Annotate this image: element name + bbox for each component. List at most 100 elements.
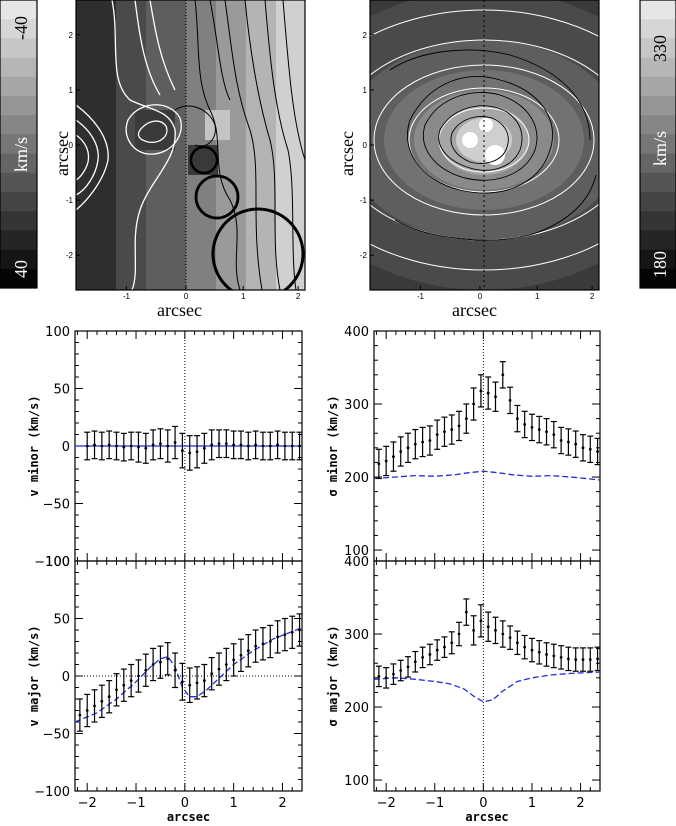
colorbar-step	[640, 192, 676, 212]
sigma-minor-ytick-label: 400	[344, 325, 369, 340]
sigma-minor-point	[565, 428, 572, 456]
data-marker	[479, 389, 483, 393]
colorbar-step	[0, 0, 37, 20]
data-marker	[428, 439, 432, 442]
data-marker	[100, 444, 104, 448]
data-marker	[399, 669, 403, 672]
v-minor-point	[289, 431, 296, 461]
data-marker	[508, 636, 512, 640]
data-marker	[254, 443, 258, 447]
v-major-xtick-label: 2	[278, 796, 286, 811]
data-marker	[413, 442, 417, 446]
sigma-major-ytick-label: 400	[344, 555, 369, 570]
v-major-point	[289, 615, 296, 650]
sigma-major-ytick-label: 200	[344, 701, 369, 716]
map-left-xtick-label: 2	[296, 292, 301, 301]
v-minor-point	[201, 432, 208, 464]
colorbar-step	[640, 268, 676, 289]
data-marker	[188, 451, 192, 455]
data-marker	[574, 442, 578, 446]
data-marker	[508, 398, 512, 402]
v-major-xtick-label: 0	[181, 796, 189, 811]
sigma-major-point	[499, 620, 506, 648]
v-major-point	[230, 643, 237, 677]
v-minor-ytick-label: 100	[45, 325, 70, 340]
v-major-point	[201, 663, 208, 698]
map-left-xtick-label: 0	[184, 292, 189, 301]
data-marker	[421, 655, 425, 659]
data-marker	[246, 444, 250, 448]
v-minor-point	[157, 428, 164, 460]
v-minor-point	[164, 429, 171, 463]
sigma-minor-point	[405, 432, 412, 464]
sigma-major-xtick-label: −2	[377, 796, 396, 811]
v-minor-ytick-label: −50	[43, 498, 70, 513]
data-marker	[486, 625, 490, 629]
sigma-major-point	[470, 615, 477, 646]
v-minor-point	[208, 429, 215, 461]
sigma-minor-point	[441, 416, 448, 447]
data-marker	[457, 424, 461, 428]
v-minor-point	[84, 431, 91, 461]
data-marker	[151, 663, 155, 666]
v-minor-ylabel: v minor (km/s)	[27, 395, 41, 496]
v-major-point	[76, 698, 83, 732]
v-major-point	[164, 642, 171, 676]
data-marker	[435, 433, 439, 437]
sigma-major-point	[412, 650, 419, 673]
colorbar-right-unit: km/s	[650, 131, 670, 166]
sigma-major-point	[456, 621, 463, 647]
map-right-ytick-label: -2	[360, 251, 368, 260]
colorbar-step	[640, 172, 676, 193]
data-marker	[129, 444, 133, 448]
sigma-minor-point	[485, 376, 492, 410]
sigma-major-point	[587, 647, 594, 672]
data-marker	[78, 713, 82, 717]
sigma-major-ytick-label: 100	[344, 774, 369, 789]
colorbar-step	[640, 134, 676, 155]
v-minor-point	[106, 430, 113, 460]
data-marker	[567, 440, 570, 444]
data-marker	[217, 442, 221, 446]
v-minor-point	[172, 425, 179, 460]
data-marker	[93, 443, 96, 447]
v-major-point	[194, 666, 201, 700]
v-major-ytick-label: 100	[45, 555, 70, 570]
sigma-major-point	[528, 637, 535, 663]
data-marker	[435, 648, 439, 652]
sigma-minor-point	[587, 435, 594, 464]
v-minor-point	[194, 435, 201, 469]
v-major-point	[106, 679, 113, 714]
colorbar-step	[0, 134, 37, 155]
sigma-minor-point	[528, 413, 535, 442]
data-marker	[384, 676, 388, 680]
sigma-minor-point	[579, 434, 586, 462]
data-marker	[377, 674, 381, 678]
data-marker	[552, 654, 556, 658]
sigma-major-model-curve	[373, 671, 601, 703]
sigma-minor-point	[558, 426, 565, 455]
colorbar-step	[640, 230, 676, 251]
v-major-point	[84, 693, 91, 728]
dispersion-map-right: -1 0 1 2 2 1 0 -1 -2 arcsec arcsec	[337, 0, 600, 320]
colorbar-step	[0, 192, 37, 212]
data-marker	[210, 672, 214, 676]
plot-v-minor: −100 −50 0 50 100 v minor (km/s)	[27, 325, 303, 570]
v-minor-point	[245, 431, 252, 461]
data-marker	[464, 610, 468, 614]
colorbar-step	[640, 38, 676, 59]
sigma-major-point	[383, 667, 390, 689]
v-major-point	[237, 638, 244, 673]
colorbar-step	[640, 211, 676, 231]
sigma-major-point	[565, 646, 572, 672]
data-marker	[276, 443, 279, 447]
data-marker	[246, 649, 250, 653]
v-minor-point	[216, 429, 223, 459]
v-minor-point	[186, 435, 193, 471]
sigma-minor-point	[477, 374, 484, 408]
sigma-minor-ytick-label: 300	[344, 398, 369, 413]
v-major-point	[98, 684, 105, 719]
sigma-minor-point	[412, 428, 419, 460]
v-minor-point	[237, 430, 244, 460]
v-minor-point	[259, 431, 266, 461]
